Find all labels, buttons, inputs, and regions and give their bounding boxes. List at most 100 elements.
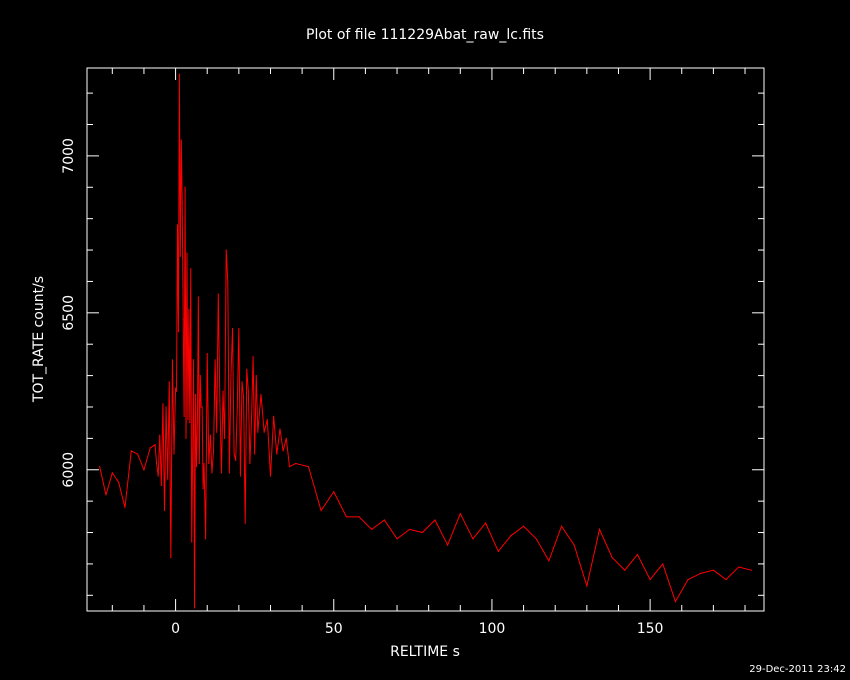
data-point: [282, 450, 284, 452]
data-point: [197, 296, 199, 298]
data-point: [288, 466, 291, 468]
x-axis-label: RELTIME s: [390, 644, 460, 660]
data-point: [700, 572, 702, 574]
data-point: [434, 519, 436, 521]
data-point: [243, 396, 245, 399]
data-point: [396, 538, 398, 540]
data-point: [189, 422, 191, 424]
data-point: [535, 538, 537, 540]
data-point: [687, 579, 689, 581]
data-point: [176, 224, 179, 226]
data-point: [244, 522, 246, 524]
data-point: [273, 415, 275, 417]
data-point: [254, 453, 256, 455]
x-axis-ticks: [111, 68, 746, 611]
data-point: [345, 516, 348, 518]
data-point: [233, 453, 235, 455]
data-point: [598, 528, 601, 530]
x-tick-label: 0: [171, 621, 180, 637]
data-point: [187, 418, 189, 421]
data-point: [99, 466, 101, 468]
data-point: [236, 406, 238, 408]
data-point: [178, 73, 180, 75]
data-point: [586, 585, 588, 587]
data-point: [124, 506, 126, 509]
data-point: [143, 469, 145, 471]
data-point: [177, 331, 180, 333]
data-point: [201, 406, 203, 408]
data-point: [409, 528, 411, 530]
data-point: [307, 466, 310, 468]
data-point: [211, 472, 213, 474]
timestamp: 29-Dec-2011 23:42: [749, 664, 846, 675]
data-point: [573, 544, 575, 546]
data-point: [202, 487, 204, 490]
data-point: [173, 453, 175, 455]
data-point: [209, 434, 211, 436]
data-point: [459, 513, 461, 515]
data-point: [239, 475, 242, 477]
data-point: [611, 557, 613, 559]
data-point: [208, 462, 210, 465]
data-point: [320, 509, 322, 512]
data-point: [266, 418, 268, 421]
data-point: [241, 381, 243, 383]
data-point: [193, 359, 195, 361]
data-point: [472, 538, 474, 540]
data-point: [333, 491, 335, 493]
x-axis-tick-labels: 0 50 100 150: [171, 621, 663, 637]
data-point: [247, 390, 249, 392]
data-point: [421, 531, 423, 534]
data-point: [246, 368, 248, 370]
data-point: [295, 462, 297, 465]
data-point: [188, 309, 190, 311]
data-point: [250, 418, 253, 421]
data-point: [174, 387, 177, 389]
data-point: [194, 393, 197, 396]
data-point: [263, 431, 265, 433]
y-tick-label: 7000: [61, 138, 77, 174]
data-point: [217, 293, 219, 295]
data-point: [184, 186, 186, 188]
data-point: [285, 437, 287, 439]
data-point: [712, 569, 714, 571]
data-point: [510, 535, 512, 537]
data-point: [219, 400, 221, 402]
data-point: [105, 494, 107, 496]
data-point: [149, 447, 151, 449]
x-tick-label: 100: [479, 621, 506, 637]
data-point: [358, 516, 360, 518]
data-point: [200, 406, 202, 408]
data-point: [252, 356, 254, 358]
data-point: [216, 431, 218, 433]
data-point: [260, 393, 262, 396]
data-point: [255, 375, 257, 377]
data-point: [170, 557, 172, 559]
data-point: [167, 478, 169, 480]
chart-title: Plot of file 111229Abat_raw_lc.fits: [306, 27, 544, 43]
data-point: [179, 255, 181, 257]
data-point: [662, 563, 664, 565]
data-point: [235, 459, 237, 461]
data-point: [269, 475, 272, 477]
data-point: [497, 550, 499, 552]
data-point: [111, 472, 113, 474]
data-point: [230, 375, 232, 377]
data-point: [383, 519, 385, 521]
data-point: [560, 525, 563, 527]
data-point: [725, 579, 727, 581]
data-point: [231, 327, 234, 330]
data-point: [154, 444, 156, 446]
data-point: [276, 453, 278, 455]
data-point: [163, 509, 166, 512]
data-point: [624, 569, 626, 571]
data-point: [750, 569, 752, 571]
data-point: [485, 522, 487, 524]
data-point: [193, 607, 196, 609]
data-point: [162, 403, 164, 405]
data-point: [198, 462, 200, 465]
data-point: [159, 434, 161, 436]
data-point: [227, 280, 229, 283]
y-axis-label: TOT_RATE count/s: [31, 276, 47, 403]
y-axis-ticks: [87, 92, 764, 596]
